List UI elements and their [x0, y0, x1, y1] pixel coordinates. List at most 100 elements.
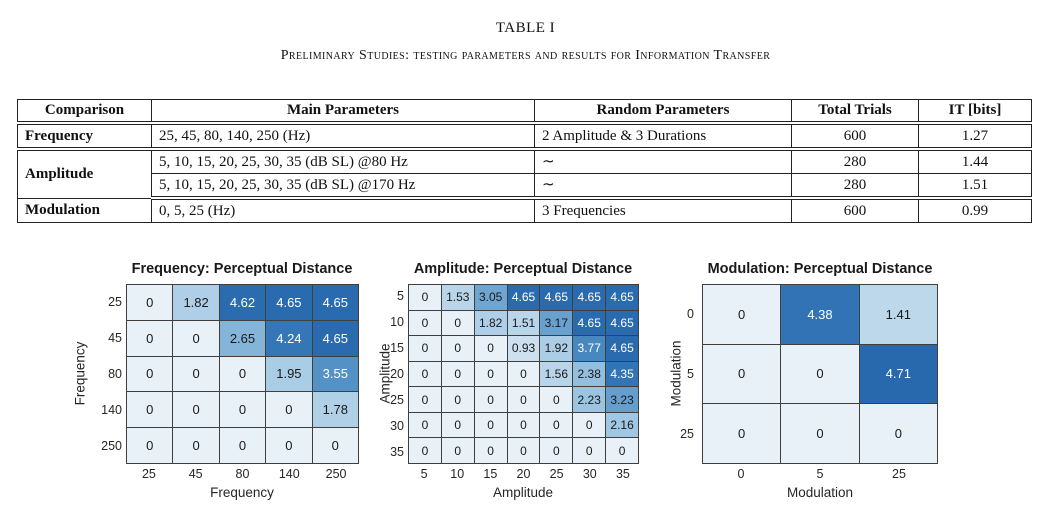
heatmap-cell: 4.65: [312, 285, 358, 320]
heatmap-cell: 1.95: [266, 356, 312, 392]
cell-it: 0.99: [918, 197, 1032, 223]
heatmap-cell: 3.77: [573, 336, 606, 361]
heatmap-cell: 0: [507, 387, 540, 412]
heatmap-amplitude-xlabel: Amplitude: [492, 485, 554, 500]
heatmap-cell: 4.65: [312, 320, 358, 356]
header-comparison: Comparison: [17, 99, 152, 125]
y-tick-label: 25: [680, 427, 694, 442]
heatmap-cell: 1.41: [859, 285, 937, 344]
heatmap-frequency-title: Frequency: Perceptual Distance: [131, 261, 353, 277]
x-tick-label: 35: [615, 467, 630, 481]
heatmap-cell: 1.82: [173, 285, 219, 320]
header-main-parameters: Main Parameters: [151, 99, 535, 125]
heatmap-amplitude-title: Amplitude: Perceptual Distance: [413, 261, 633, 277]
y-tick-label: 15: [390, 341, 404, 356]
header-it-bits: IT [bits]: [918, 99, 1032, 125]
heatmap-cell: 1.82: [474, 310, 507, 336]
x-tick-label: 15: [483, 467, 498, 481]
heatmap-cell: 0: [781, 344, 859, 404]
heatmap-cell: 0: [127, 285, 173, 320]
y-tick-label: 5: [687, 366, 694, 381]
y-tick-label: 35: [390, 444, 404, 459]
heatmap-cell: 4.71: [859, 344, 937, 404]
heatmap-cell: 0: [540, 438, 573, 463]
cell-comparison: Modulation: [17, 197, 152, 223]
y-tick-label: 20: [390, 366, 404, 381]
cell-main: 5, 10, 15, 20, 25, 30, 35 (dB SL) @170 H…: [151, 173, 535, 200]
y-tick-label: 45: [108, 330, 122, 345]
cell-main: 25, 45, 80, 140, 250 (Hz): [151, 122, 535, 151]
heatmap-amplitude-xticks: 5 10 15 20 25 30 35: [408, 467, 639, 482]
heatmap-cell: 0: [474, 361, 507, 387]
heatmap-cell: 1.51: [507, 310, 540, 336]
header-random-parameters: Random Parameters: [534, 99, 792, 125]
x-tick-label: 25: [141, 467, 156, 481]
heatmap-cell: 0: [266, 392, 312, 428]
heatmap-cell: 3.17: [540, 310, 573, 336]
y-tick-label: 5: [397, 289, 404, 304]
heatmap-cell: 0: [859, 404, 937, 463]
heatmap-cell: 4.65: [540, 285, 573, 310]
table-subtitle: Preliminary Studies: testing parameters …: [280, 48, 771, 63]
table-header-row: Comparison Main Parameters Random Parame…: [17, 99, 1032, 125]
cell-trials: 280: [791, 173, 919, 200]
heatmap-modulation-yticks: 0 5 25: [650, 284, 694, 464]
heatmap-cell: 2.65: [219, 320, 266, 356]
heatmap-frequency-grid: 0 1.82 4.62 4.65 4.65 0 0 2.65 4.24 4.65 0 0 0 1.95 3.…: [126, 284, 359, 464]
heatmap-cell: 4.24: [266, 320, 312, 356]
heatmap-cell: 1.78: [312, 392, 358, 428]
heatmap-cell: 0: [127, 428, 173, 463]
heatmap-cell: 0: [409, 285, 441, 310]
table-caption: TABLE I: [495, 20, 556, 36]
heatmap-cell: 0: [127, 320, 173, 356]
heatmap-cell: 0: [540, 387, 573, 412]
heatmap-cell: 0: [219, 428, 266, 463]
x-tick-label: 10: [450, 467, 465, 481]
heatmap-amplitude-yticks: 5 10 15 20 25 30 35: [364, 284, 404, 464]
heatmap-frequency-xticks: 25 45 80 140 250: [126, 467, 359, 482]
heatmap-modulation-grid: 0 4.38 1.41 0 0 4.71 0 0 0: [702, 284, 938, 464]
heatmap-cell: 0: [441, 310, 474, 336]
x-tick-label: 80: [235, 467, 250, 481]
heatmap-cell: 0: [507, 412, 540, 438]
heatmap-cell: 4.62: [219, 285, 266, 320]
x-tick-label: 5: [420, 467, 428, 481]
heatmap-cell: 0: [781, 404, 859, 463]
y-tick-label: 250: [101, 439, 122, 454]
x-tick-label: 20: [516, 467, 531, 481]
y-tick-label: 30: [390, 418, 404, 433]
cell-random: 2 Amplitude & 3 Durations: [534, 122, 792, 151]
x-tick-label: 30: [582, 467, 597, 481]
heatmap-cell: 0: [266, 428, 312, 463]
x-tick-label: 0: [737, 467, 745, 481]
cell-random: 3 Frequencies: [534, 197, 792, 223]
heatmap-cell: 0: [409, 387, 441, 412]
heatmap-cell: 0: [703, 404, 781, 463]
heatmap-cell: 4.35: [606, 361, 638, 387]
heatmap-cell: 0: [441, 438, 474, 463]
heatmap-cell: 0.93: [507, 336, 540, 361]
heatmap-cell: 0: [409, 336, 441, 361]
heatmap-modulation-title: Modulation: Perceptual Distance: [707, 261, 933, 277]
table-row-amplitude-2: 5, 10, 15, 20, 25, 30, 35 (dB SL) @170 H…: [18, 173, 1032, 200]
heatmap-cell: 0: [127, 392, 173, 428]
heatmap-cell: 0: [409, 310, 441, 336]
heatmap-cell: 1.53: [441, 285, 474, 310]
heatmap-cell: 0: [507, 361, 540, 387]
heatmap-cell: 0: [441, 361, 474, 387]
heatmap-cell: 0: [573, 412, 606, 438]
x-tick-label: 45: [188, 467, 203, 481]
x-tick-label: 25: [549, 467, 564, 481]
heatmap-cell: 0: [540, 412, 573, 438]
heatmap-cell: 0: [703, 344, 781, 404]
heatmap-cell: 1.92: [540, 336, 573, 361]
heatmap-cell: 0: [474, 336, 507, 361]
heatmap-cell: 0: [507, 438, 540, 463]
heatmap-cell: 4.65: [507, 285, 540, 310]
heatmap-cell: 0: [606, 438, 638, 463]
heatmap-cell: 0: [441, 336, 474, 361]
heatmap-cell: 0: [409, 438, 441, 463]
heatmap-cell: 4.65: [573, 285, 606, 310]
